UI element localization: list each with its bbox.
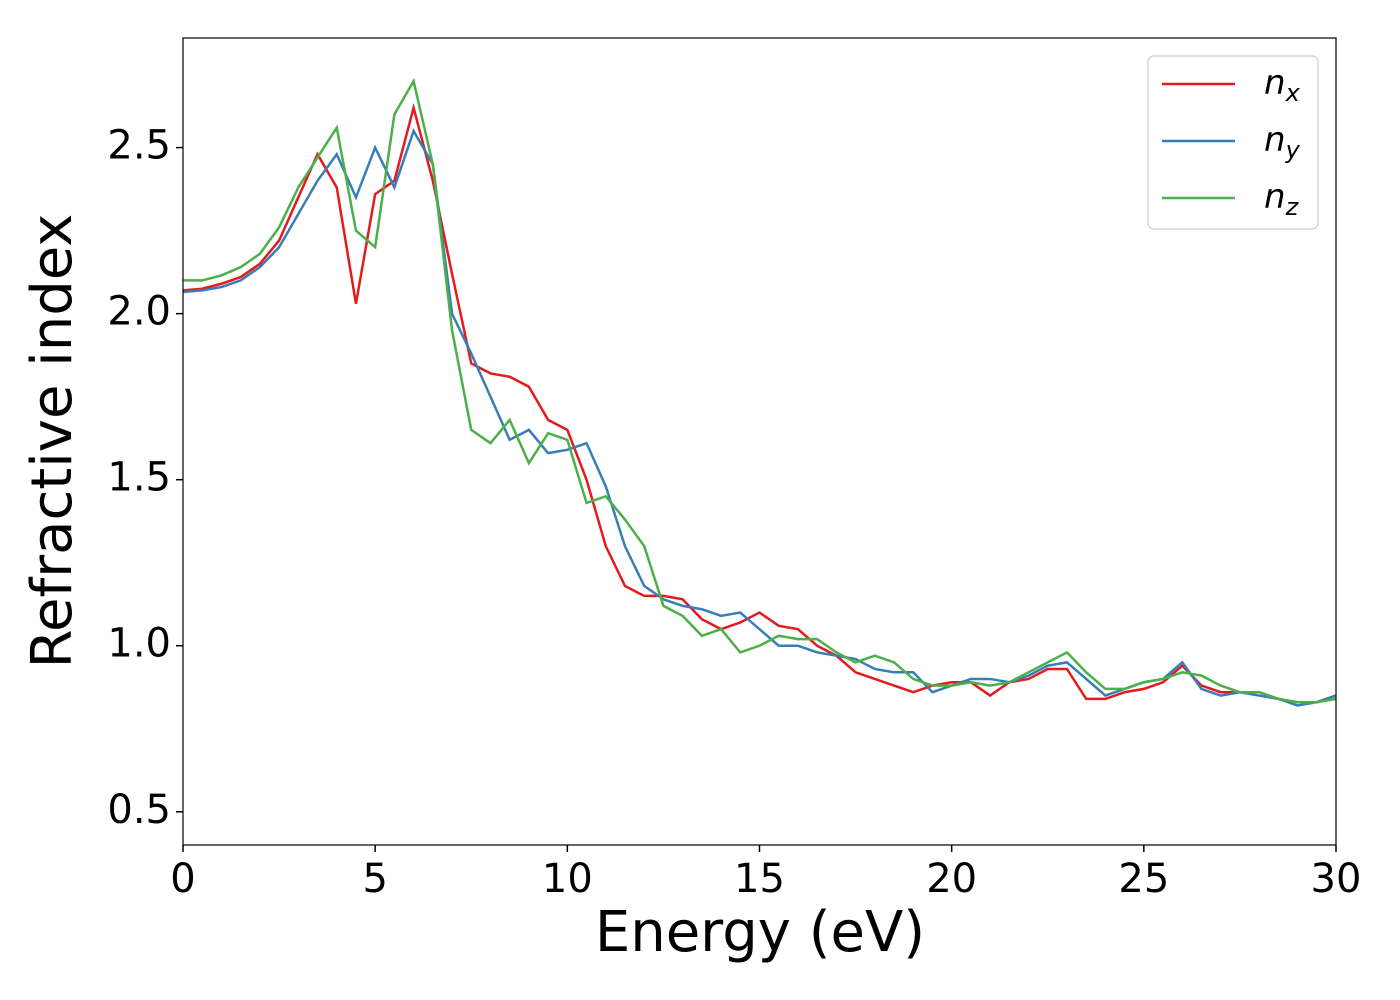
- x-tick-label: 20: [926, 856, 977, 902]
- plot-frame: [182, 37, 1337, 846]
- y-axis-label: Refractive index: [20, 214, 85, 669]
- x-axis-label: Energy (eV): [595, 900, 925, 965]
- x-tick-label: 25: [1118, 856, 1169, 902]
- x-tick-label: 15: [734, 856, 785, 902]
- x-tick-label: 5: [362, 856, 387, 902]
- y-tick-label: 0.5: [107, 787, 171, 833]
- legend-label: ny: [1264, 120, 1301, 165]
- x-tick-label: 30: [1311, 856, 1362, 902]
- x-tick-label: 10: [542, 856, 593, 902]
- legend-box: [1147, 55, 1319, 230]
- series-line: [183, 102, 1336, 704]
- y-tick-label: 1.0: [107, 621, 171, 667]
- y-tick-label: 1.5: [107, 455, 171, 501]
- series-line: [183, 77, 1336, 704]
- y-tick-label: 2.0: [107, 289, 171, 335]
- y-tick-label: 2.5: [107, 123, 171, 169]
- legend-label: nz: [1264, 177, 1300, 222]
- x-tick-label: 0: [170, 856, 195, 902]
- legend-label: nx: [1264, 63, 1301, 108]
